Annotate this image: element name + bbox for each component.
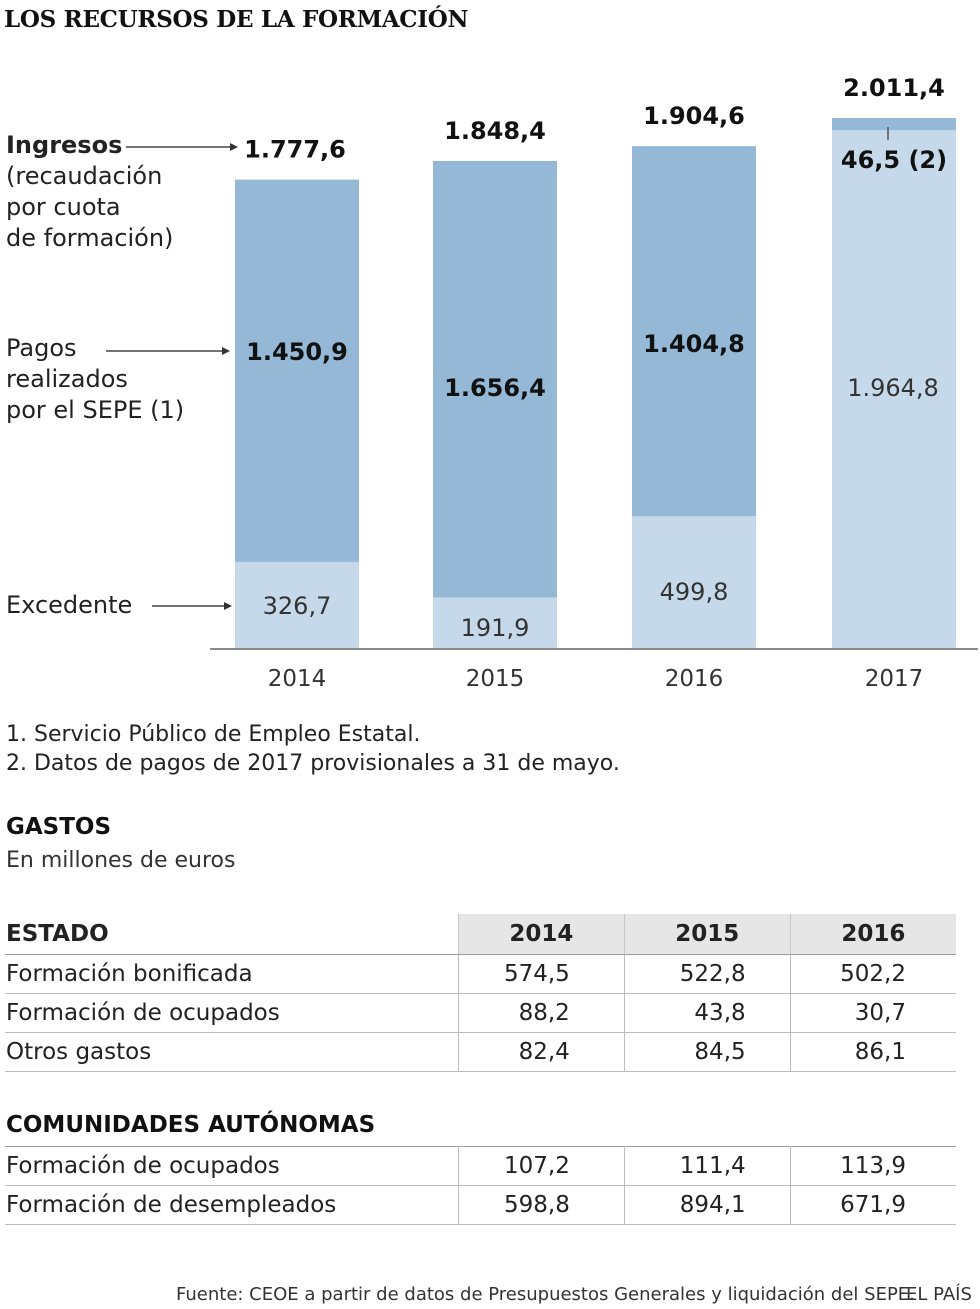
cell-value: 894,1	[623, 1185, 791, 1225]
estado-header-row: ESTADO 2014 2015 2016	[5, 914, 956, 955]
data-label-pagos-2014: 1.450,9	[246, 338, 348, 366]
cell-value: 30,7	[789, 993, 956, 1033]
cell-value: 111,4	[623, 1146, 791, 1186]
stacked-bar-chart: 2014 1.777,6 2015 1.848,4 2016 1.904,6 2017 2.0…	[106, 74, 978, 692]
cell-value: 86,1	[789, 1032, 956, 1072]
data-label-excedente-2017: 1.964,8	[847, 374, 939, 402]
arrow-ingresos-head	[230, 143, 238, 151]
table-row: Formación de desempleados 598,8 894,1 67…	[5, 1185, 956, 1225]
total-label-2015: 1.848,4	[444, 117, 546, 145]
data-label-excedente-2016: 499,8	[660, 578, 729, 606]
cell-value: 113,9	[789, 1146, 956, 1186]
data-label-pagos-2015: 1.656,4	[444, 374, 546, 402]
table-row: Formación de ocupados 88,2 43,8 30,7	[5, 993, 956, 1033]
data-label-pagos-2016: 1.404,8	[643, 330, 745, 358]
x-tick-label-2015: 2015	[466, 666, 525, 692]
row-label: Formación de desempleados	[5, 1185, 459, 1225]
cell-value: 522,8	[623, 954, 791, 994]
arrow-excedente-head	[224, 602, 232, 610]
cell-value: 84,5	[623, 1032, 791, 1072]
cell-value: 574,5	[457, 954, 625, 994]
x-tick-label-2017: 2017	[865, 666, 924, 692]
cell-value: 88,2	[457, 993, 625, 1033]
legend-ingresos-line-2: por cuota	[6, 193, 121, 221]
bar-pagos-2015	[433, 160, 557, 598]
legend-ingresos-line-1: (recaudación	[6, 162, 163, 190]
table-row: Formación bonificada 574,5 522,8 502,2	[5, 954, 956, 994]
table-row: Formación de ocupados 107,2 111,4 113,9	[5, 1146, 956, 1186]
chart-title: LOS RECURSOS DE LA FORMACIÓN	[4, 6, 469, 33]
footnote-2: 2. Datos de pagos de 2017 provisionales …	[6, 751, 620, 776]
row-label: Formación de ocupados	[5, 993, 459, 1033]
legend-pagos-line-2: realizados	[6, 365, 128, 393]
legend-ingresos: Ingresos (recaudación por cuota de forma…	[6, 130, 173, 254]
table-row: Otros gastos 82,4 84,5 86,1	[5, 1032, 956, 1072]
legend-pagos: Pagos realizados por el SEPE (1)	[6, 333, 184, 426]
legend-pagos-line-3: por el SEPE (1)	[6, 396, 185, 424]
year-header-2014: 2014	[457, 914, 625, 955]
row-label: Formación de ocupados	[5, 1146, 459, 1186]
total-label-2014: 1.777,6	[244, 136, 346, 164]
data-label-excedente-2015: 191,9	[461, 614, 530, 642]
total-label-2016: 1.904,6	[643, 102, 745, 130]
x-tick-label-2016: 2016	[665, 666, 724, 692]
legend-pagos-line-1: Pagos	[6, 334, 77, 362]
bar-excedente-2016	[632, 516, 756, 648]
bar-pagos-2017	[832, 118, 956, 131]
comunidades-header: COMUNIDADES AUTÓNOMAS	[6, 1112, 376, 1138]
cell-value: 107,2	[458, 1146, 625, 1186]
total-label-2017: 2.011,4	[843, 74, 945, 102]
row-label: Otros gastos	[5, 1032, 459, 1072]
legend-excedente: Excedente	[6, 591, 133, 619]
gastos-subtitle: En millones de euros	[6, 848, 236, 873]
gastos-title: GASTOS	[6, 814, 112, 840]
bar-excedente-2017	[832, 130, 956, 649]
estado-header: ESTADO	[5, 914, 459, 955]
bar-pagos-2016	[632, 146, 756, 517]
year-header-2016: 2016	[789, 914, 956, 955]
cell-value: 502,2	[789, 954, 956, 994]
footnote-1: 1. Servicio Público de Empleo Estatal.	[6, 722, 421, 747]
brand-logo: EL PAÍS	[906, 1284, 972, 1305]
data-label-excedente-2014: 326,7	[263, 592, 332, 620]
bar-pagos-2014	[235, 179, 359, 562]
legend-ingresos-title: Ingresos	[6, 131, 123, 159]
cell-value: 671,9	[789, 1185, 956, 1225]
cell-value: 598,8	[458, 1185, 625, 1225]
row-label: Formación bonificada	[5, 954, 459, 994]
bar-excedente-2015	[433, 597, 557, 648]
estado-table: ESTADO 2014 2015 2016 Formación bonifica…	[5, 914, 956, 1072]
bar-excedente-2014	[235, 561, 359, 648]
comunidades-table: Formación de ocupados 107,2 111,4 113,9 …	[5, 1146, 956, 1225]
cell-value: 43,8	[623, 993, 791, 1033]
legend-ingresos-line-3: de formación)	[6, 224, 174, 252]
x-tick-label-2014: 2014	[268, 666, 327, 692]
cell-value: 82,4	[457, 1032, 625, 1072]
arrow-pagos-head	[222, 347, 230, 355]
data-label-pagos-2017: 46,5 (2)	[841, 146, 947, 174]
source-note: Fuente: CEOE a partir de datos de Presup…	[176, 1284, 915, 1305]
year-header-2015: 2015	[623, 914, 791, 955]
